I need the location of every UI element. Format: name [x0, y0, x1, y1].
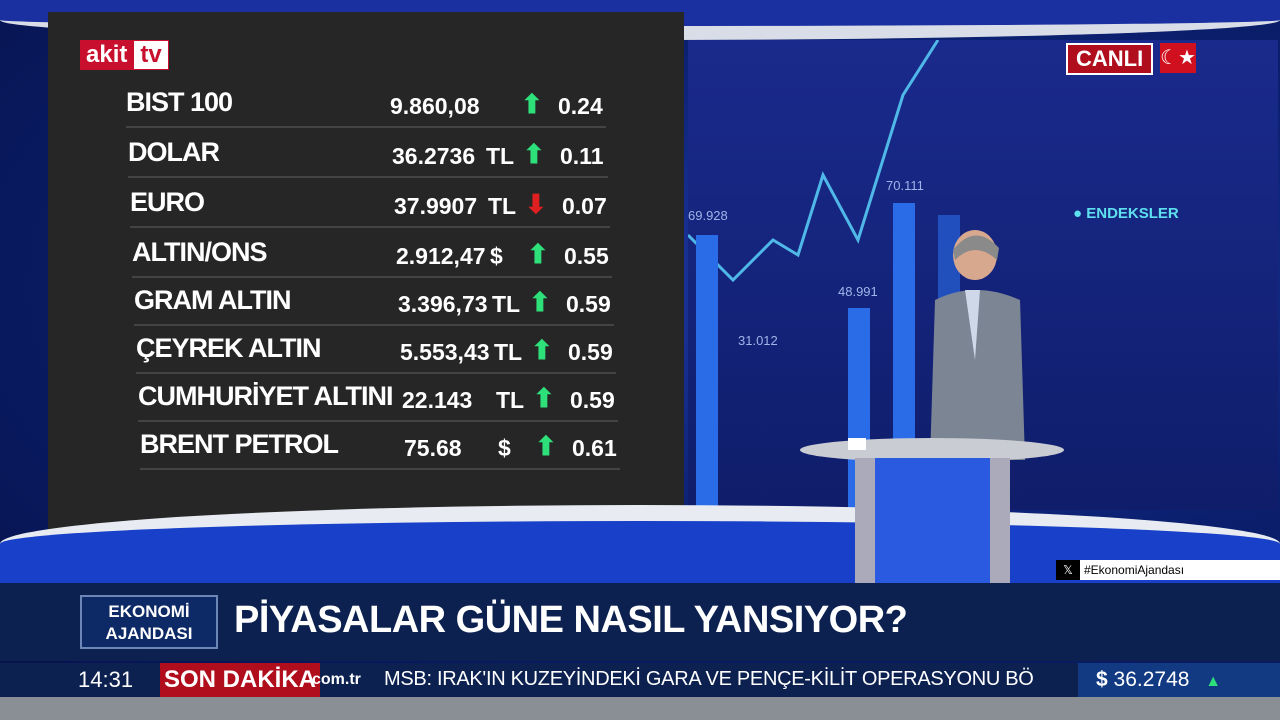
turkish-flag-icon: ☾★	[1160, 43, 1196, 73]
mug-icon	[848, 438, 866, 450]
instrument-name: GRAM ALTIN	[134, 285, 291, 315]
studio-floor	[0, 697, 1280, 720]
instrument-value: 37.9907	[394, 193, 478, 219]
change-percent: 0.55	[564, 243, 609, 269]
hashtag-bar: 𝕏 #EkonomiAjandası	[1056, 560, 1280, 580]
ticker-source: SON DAKİKA	[160, 663, 321, 697]
currency-unit: TL	[486, 143, 515, 169]
x-logo-icon: 𝕏	[1056, 560, 1080, 580]
market-row: BRENT PETROL 75.68 $ ⬆ 0.61	[140, 424, 620, 470]
currency-ticker: $ 36.2748 ▲	[1078, 663, 1280, 697]
change-percent: 0.59	[570, 387, 615, 413]
endeksler-text: ENDEKSLER	[1086, 205, 1179, 222]
change-percent: 0.59	[568, 339, 613, 365]
market-row: ALTIN/ONS 2.912,47 $ ⬆ 0.55	[132, 232, 612, 278]
change-percent: 0.61	[572, 435, 617, 461]
dollar-icon: $	[1096, 668, 1108, 691]
presenter-desk	[800, 438, 1064, 588]
instrument-value: 36.2736	[392, 143, 476, 169]
logo-tv: tv	[133, 40, 169, 70]
program-badge: EKONOMİ AJANDASI	[80, 595, 218, 649]
instrument-value: 3.396,73	[398, 291, 488, 317]
currency-unit: TL	[494, 339, 523, 365]
live-badge: CANLI	[1066, 43, 1154, 75]
instrument-value: 22.143	[402, 387, 473, 413]
market-row: GRAM ALTIN 3.396,73 TL ⬆ 0.59	[134, 280, 614, 326]
presenter	[930, 230, 1025, 460]
up-triangle-icon: ▲	[1205, 673, 1222, 690]
instrument-name: BIST 100	[126, 87, 233, 117]
arrow-up-icon: ⬆	[535, 431, 557, 461]
screen-section-label: ● ENDEKSLER	[1073, 205, 1179, 222]
instrument-value: 2.912,47	[396, 243, 486, 269]
arrow-up-icon: ⬆	[533, 383, 555, 413]
change-percent: 0.07	[562, 193, 607, 219]
instrument-name: EURO	[130, 187, 205, 217]
currency-unit: TL	[488, 193, 517, 219]
currency-unit: TL	[496, 387, 525, 413]
arrow-up-icon: ⬆	[527, 239, 549, 269]
arrow-up-icon: ⬆	[529, 287, 551, 317]
fx-value: 36.2748	[1113, 668, 1190, 691]
index-line-graph	[688, 40, 940, 283]
market-row: CUMHURİYET ALTINI 22.143 TL ⬆ 0.59	[138, 376, 618, 422]
change-percent: 0.24	[558, 93, 603, 119]
instrument-value: 5.553,43	[400, 339, 490, 365]
change-percent: 0.59	[566, 291, 611, 317]
instrument-name: CUMHURİYET ALTINI	[138, 381, 393, 411]
chart-bar	[696, 235, 718, 510]
ticker-source-suffix: com.tr	[312, 671, 361, 688]
clock: 14:31	[78, 667, 134, 692]
instrument-name: DOLAR	[128, 137, 220, 167]
program-name-line1: EKONOMİ	[108, 602, 190, 621]
change-percent: 0.11	[560, 143, 604, 169]
market-row: BIST 100 9.860,08 ⬆ 0.24	[126, 82, 606, 128]
headline-title: PİYASALAR GÜNE NASIL YANSIYOR?	[234, 599, 908, 641]
market-row: DOLAR 36.2736 TL ⬆ 0.11	[128, 132, 608, 178]
ticker-news-text: MSB: IRAK'IN KUZEYİNDEKİ GARA VE PENÇE-K…	[384, 668, 1034, 690]
instrument-value: 9.860,08	[390, 93, 480, 119]
arrow-down-icon: ⬇	[525, 189, 547, 219]
arrow-up-icon: ⬆	[523, 139, 545, 169]
currency-unit: TL	[492, 291, 521, 317]
market-data-board: BIST 100 9.860,08 ⬆ 0.24 DOLAR 36.2736 TL ⬆ 0.11…	[48, 12, 684, 557]
bar-label: 48.991	[838, 284, 878, 299]
chart-bar	[893, 203, 915, 510]
logo-text: akit	[80, 40, 134, 70]
instrument-value: 75.68	[404, 435, 462, 461]
market-row: ÇEYREK ALTIN 5.553,43 TL ⬆ 0.59	[136, 328, 616, 374]
currency-unit: $	[498, 435, 511, 461]
arrow-up-icon: ⬆	[521, 89, 543, 119]
hashtag-text: #EkonomiAjandası	[1084, 563, 1185, 577]
bar-label: 31.012	[738, 333, 778, 348]
market-row: EURO 37.9907 TL ⬇ 0.07	[130, 182, 610, 228]
program-name-line2: AJANDASI	[105, 624, 193, 643]
lower-third-headline: EKONOMİ AJANDASI PİYASALAR GÜNE NASIL YA…	[0, 583, 1280, 661]
bar-label: 69.928	[688, 208, 728, 223]
currency-unit: $	[490, 243, 503, 269]
instrument-name: BRENT PETROL	[140, 429, 339, 459]
channel-logo: akit tv	[80, 40, 169, 70]
instrument-name: ALTIN/ONS	[132, 237, 267, 267]
instrument-name: ÇEYREK ALTIN	[136, 333, 322, 363]
arrow-up-icon: ⬆	[531, 335, 553, 365]
bar-label: 70.111	[886, 178, 924, 193]
news-ticker: 14:31 SON DAKİKA com.tr MSB: IRAK'IN KUZ…	[0, 663, 1280, 697]
